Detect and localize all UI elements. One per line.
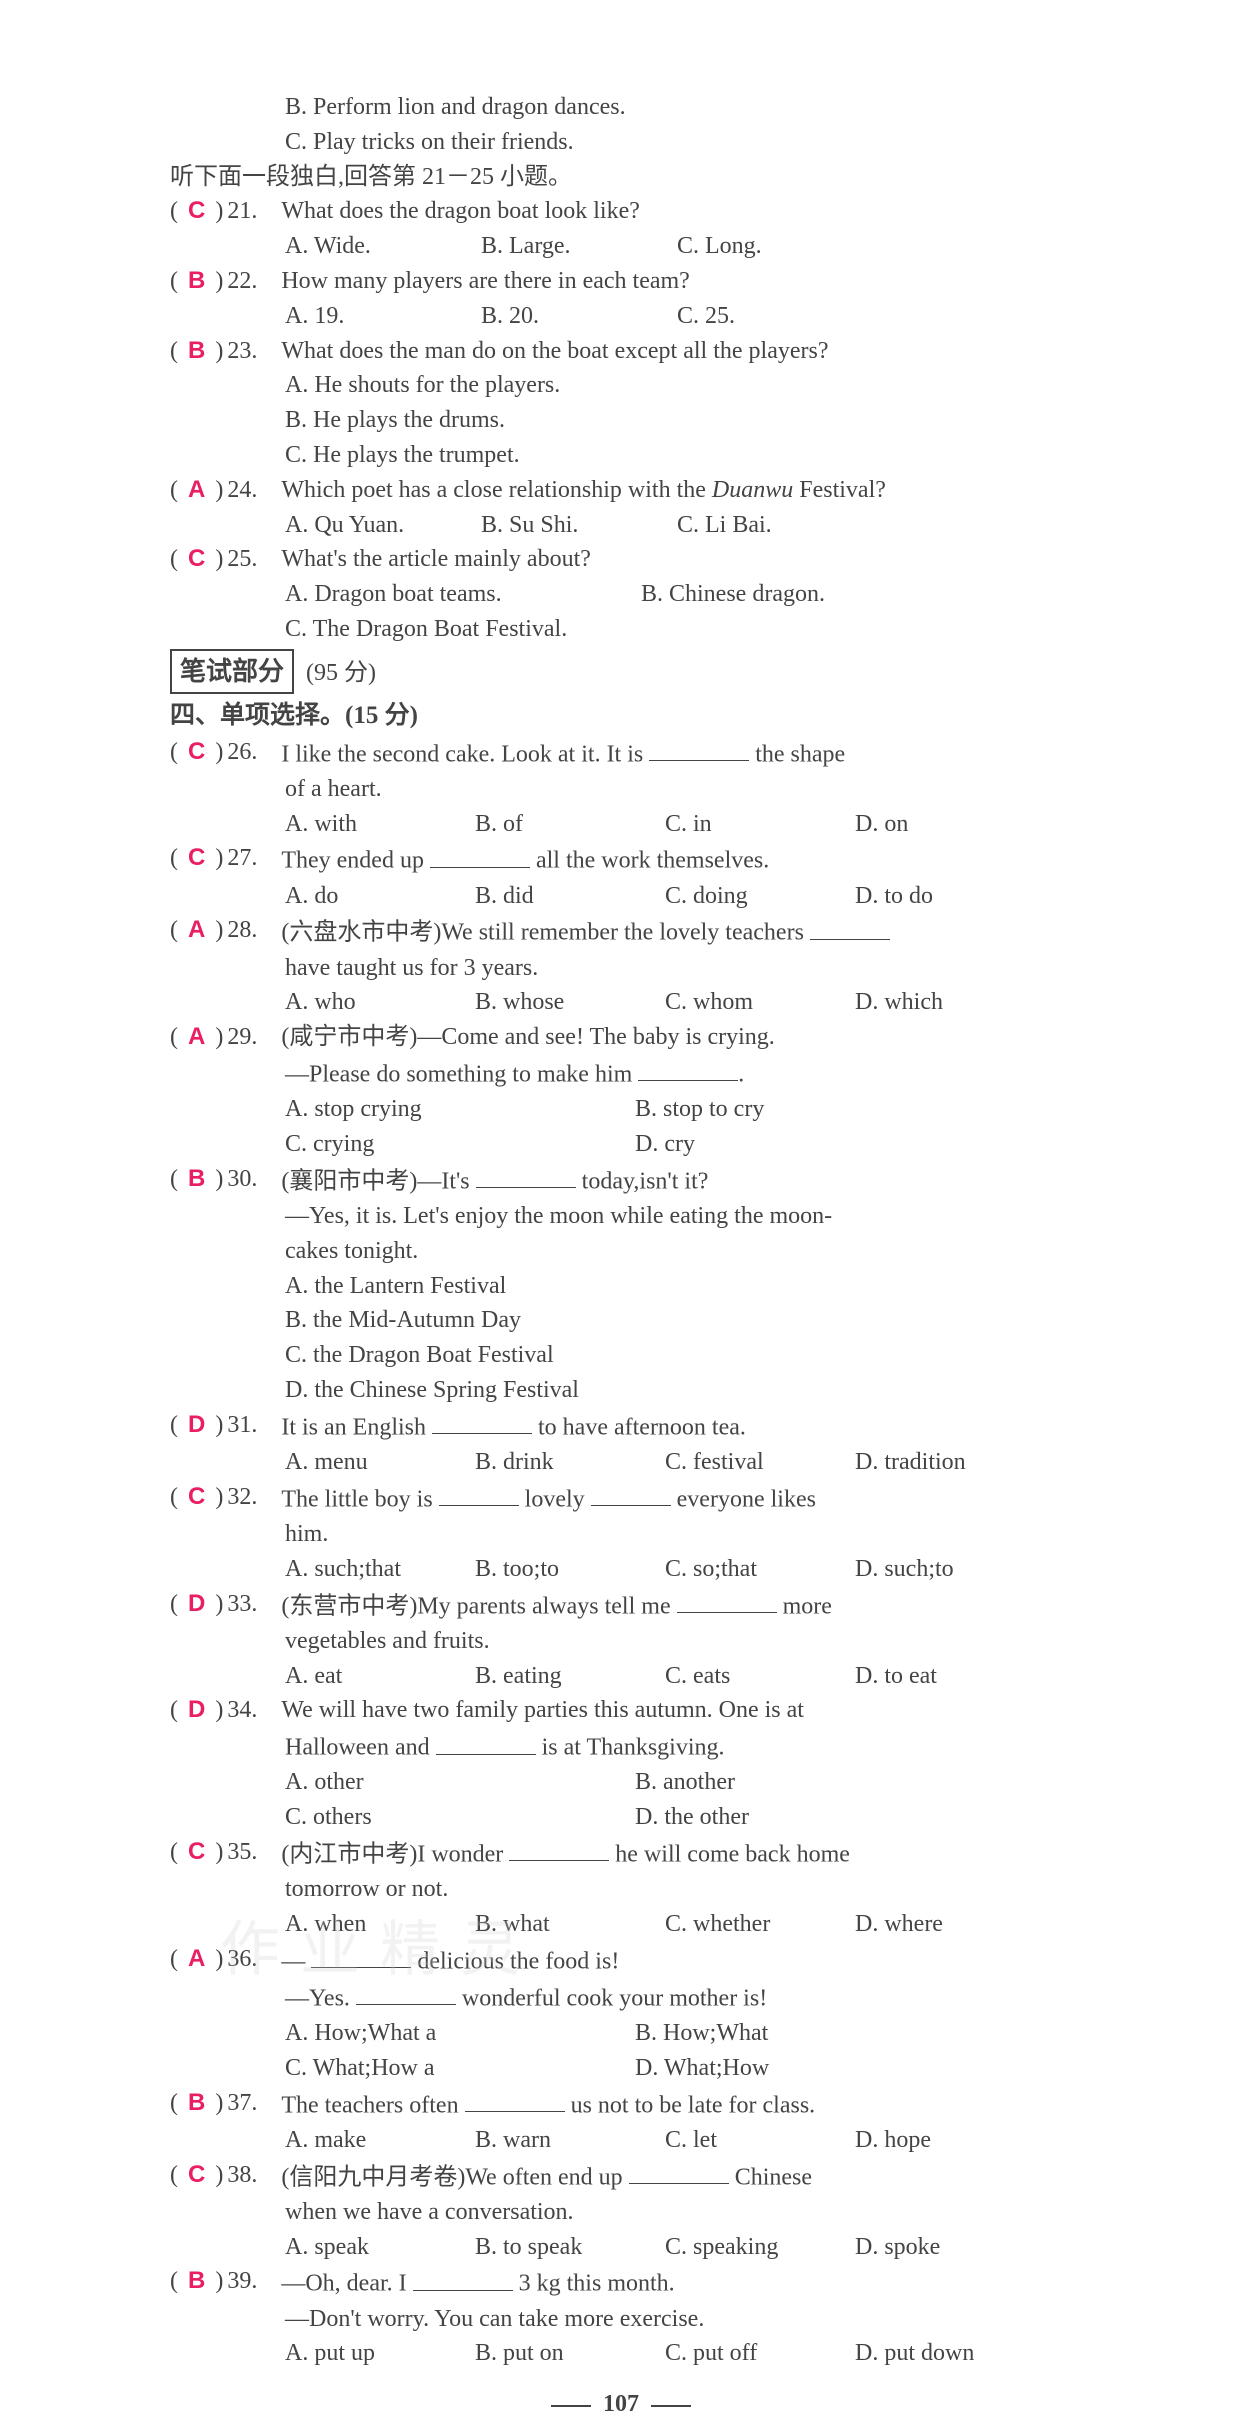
q21-options: A. Wide. B. Large. C. Long. <box>170 229 1072 264</box>
prelim-opt-c: C. Play tricks on their friends. <box>170 125 1072 160</box>
answer-31: D <box>184 1408 209 1445</box>
q26-l2: of a heart. <box>170 772 1072 807</box>
answer-36: A <box>184 1942 209 1979</box>
page-number: 107 <box>170 2387 1072 2422</box>
q30-opt-b: B. the Mid-Autumn Day <box>170 1303 1072 1338</box>
answer-38: C <box>184 2158 209 2195</box>
answer-33: D <box>184 1587 209 1624</box>
q30-opt-c: C. the Dragon Boat Festival <box>170 1338 1072 1373</box>
q29-options-2: C. cryingD. cry <box>170 1127 1072 1162</box>
question-28: ( A ) 28. (六盘水市中考)We still remember the … <box>170 913 1072 950</box>
q28-l2: have taught us for 3 years. <box>170 951 1072 986</box>
question-36: ( A ) 36. — delicious the food is! <box>170 1942 1072 1979</box>
q28-options: A. whoB. whoseC. whomD. which <box>170 985 1072 1020</box>
q25-options-ab: A. Dragon boat teams. B. Chinese dragon. <box>170 577 1072 612</box>
q23-opt-b: B. He plays the drums. <box>170 403 1072 438</box>
question-32: ( C ) 32. The little boy is lovely every… <box>170 1480 1072 1517</box>
q30-opt-d: D. the Chinese Spring Festival <box>170 1373 1072 1408</box>
answer-24: A <box>184 473 209 508</box>
question-37: ( B ) 37. The teachers often us not to b… <box>170 2086 1072 2123</box>
question-38: ( C ) 38. (信阳九中月考卷)We often end up Chine… <box>170 2158 1072 2195</box>
q23-opt-c: C. He plays the trumpet. <box>170 438 1072 473</box>
answer-35: C <box>184 1835 209 1872</box>
answer-27: C <box>184 841 209 878</box>
q38-l2: when we have a conversation. <box>170 2195 1072 2230</box>
prelim-opt-b: B. Perform lion and dragon dances. <box>170 90 1072 125</box>
q34-options-2: C. othersD. the other <box>170 1800 1072 1835</box>
question-33: ( D ) 33. (东营市中考)My parents always tell … <box>170 1587 1072 1624</box>
answer-28: A <box>184 913 209 950</box>
answer-25: C <box>184 542 209 577</box>
answer-30: B <box>184 1162 209 1199</box>
answer-32: C <box>184 1480 209 1517</box>
q29-l2: —Please do something to make him . <box>170 1055 1072 1092</box>
answer-37: B <box>184 2086 209 2123</box>
answer-39: B <box>184 2264 209 2301</box>
q35-l2: tomorrow or not. <box>170 1872 1072 1907</box>
q23-opt-a: A. He shouts for the players. <box>170 368 1072 403</box>
q39-l2: —Don't worry. You can take more exercise… <box>170 2302 1072 2337</box>
answer-29: A <box>184 1020 209 1055</box>
question-35: ( C ) 35. (内江市中考)I wonder he will come b… <box>170 1835 1072 1872</box>
question-25: ( C ) 25. What's the article mainly abou… <box>170 542 1072 577</box>
section-box: 笔试部分 <box>170 649 294 695</box>
q25-opt-c: C. The Dragon Boat Festival. <box>170 612 1072 647</box>
q37-options: A. makeB. warnC. letD. hope <box>170 2123 1072 2158</box>
question-23: ( B ) 23. What does the man do on the bo… <box>170 334 1072 369</box>
question-24: ( A ) 24. Which poet has a close relatio… <box>170 473 1072 508</box>
q29-options-1: A. stop cryingB. stop to cry <box>170 1092 1072 1127</box>
q36-options-2: C. What;How aD. What;How <box>170 2051 1072 2086</box>
q36-options-1: A. How;What aB. How;What <box>170 2016 1072 2051</box>
section-header-row: 笔试部分 (95 分) <box>170 647 1072 695</box>
q34-options-1: A. otherB. another <box>170 1765 1072 1800</box>
q35-options: A. whenB. whatC. whetherD. where <box>170 1907 1072 1942</box>
question-27: ( C ) 27. They ended up all the work the… <box>170 841 1072 878</box>
question-29: ( A ) 29. (咸宁市中考)—Come and see! The baby… <box>170 1020 1072 1055</box>
q33-options: A. eatB. eatingC. eatsD. to eat <box>170 1659 1072 1694</box>
q30-opt-a: A. the Lantern Festival <box>170 1269 1072 1304</box>
question-22: ( B ) 22. How many players are there in … <box>170 264 1072 299</box>
answer-21: C <box>184 194 209 229</box>
q39-options: A. put upB. put onC. put offD. put down <box>170 2336 1072 2371</box>
q30-l3: cakes tonight. <box>170 1234 1072 1269</box>
question-39: ( B ) 39. —Oh, dear. I 3 kg this month. <box>170 2264 1072 2301</box>
q33-l2: vegetables and fruits. <box>170 1624 1072 1659</box>
page-content: B. Perform lion and dragon dances. C. Pl… <box>170 90 1072 2422</box>
q38-options: A. speakB. to speakC. speakingD. spoke <box>170 2230 1072 2265</box>
question-26: ( C ) 26. I like the second cake. Look a… <box>170 735 1072 772</box>
answer-26: C <box>184 735 209 772</box>
q24-options: A. Qu Yuan. B. Su Shi. C. Li Bai. <box>170 508 1072 543</box>
subsection-title: 四、单项选择。(15 分) <box>170 694 1072 734</box>
section-score: (95 分) <box>306 656 376 691</box>
question-34: ( D ) 34. We will have two family partie… <box>170 1693 1072 1728</box>
q36-l2: —Yes. wonderful cook your mother is! <box>170 1979 1072 2016</box>
question-21: ( C ) 21. What does the dragon boat look… <box>170 194 1072 229</box>
answer-23: B <box>184 334 209 369</box>
question-31: ( D ) 31. It is an English to have after… <box>170 1408 1072 1445</box>
answer-34: D <box>184 1693 209 1728</box>
q26-options: A. withB. ofC. inD. on <box>170 807 1072 842</box>
q27-options: A. doB. didC. doingD. to do <box>170 879 1072 914</box>
q22-options: A. 19. B. 20. C. 25. <box>170 299 1072 334</box>
q34-l2: Halloween and is at Thanksgiving. <box>170 1728 1072 1765</box>
q32-options: A. such;thatB. too;toC. so;thatD. such;t… <box>170 1552 1072 1587</box>
q30-l2: —Yes, it is. Let's enjoy the moon while … <box>170 1199 1072 1234</box>
q32-l2: him. <box>170 1517 1072 1552</box>
question-30: ( B ) 30. (襄阳市中考)—It's today,isn't it? <box>170 1162 1072 1199</box>
listening-instruction: 听下面一段独白,回答第 21－25 小题。 <box>170 160 1072 195</box>
q31-options: A. menuB. drinkC. festivalD. tradition <box>170 1445 1072 1480</box>
answer-22: B <box>184 264 209 299</box>
